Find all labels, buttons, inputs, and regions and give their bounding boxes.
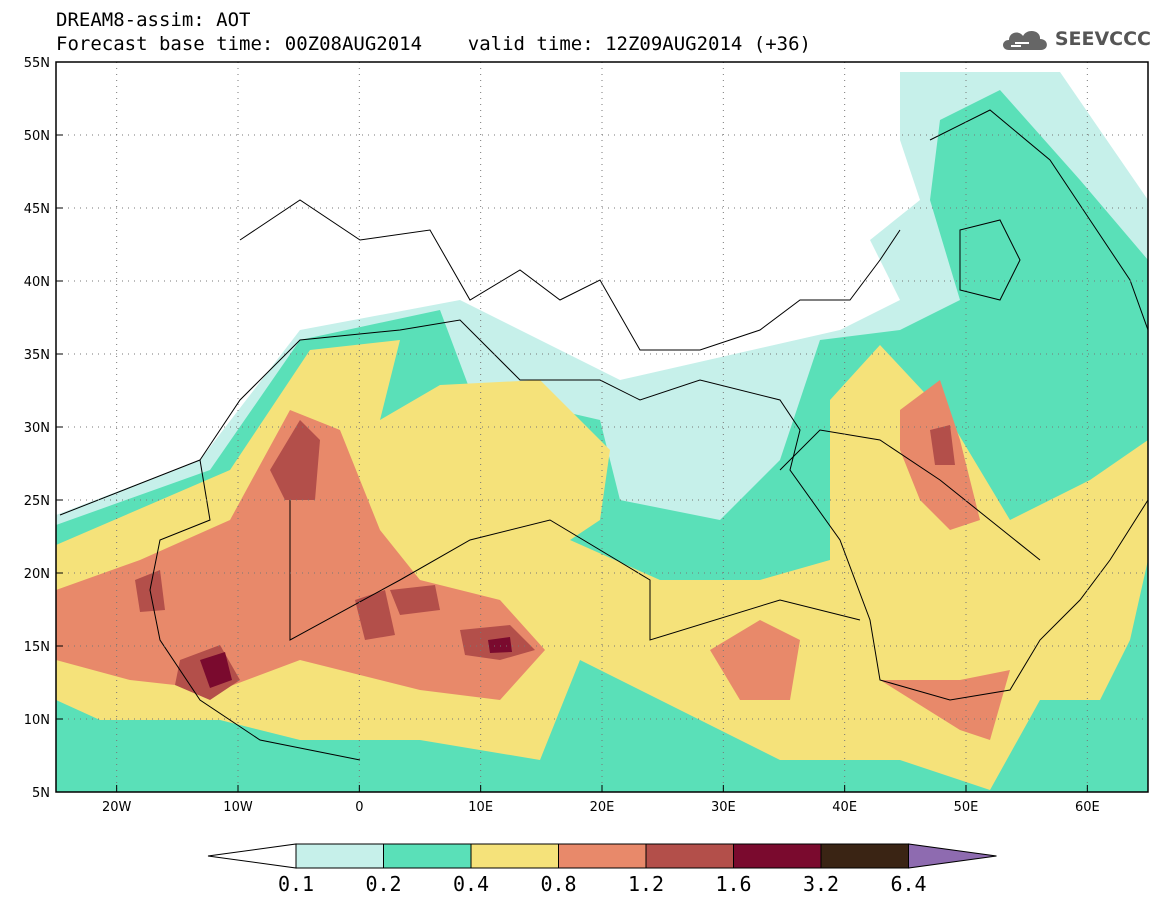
seevccc-logo: SEEVCCC bbox=[999, 24, 1151, 54]
lon-tick-label: 30E bbox=[711, 800, 736, 815]
colorbar bbox=[207, 843, 997, 869]
lat-tick-label: 5N bbox=[32, 786, 50, 801]
lat-tick-label: 20N bbox=[24, 567, 50, 582]
lat-tick-label: 25N bbox=[24, 494, 50, 509]
lat-tick-label: 15N bbox=[24, 640, 50, 655]
colorbar-high-arrow bbox=[908, 843, 997, 869]
lat-tick-label: 50N bbox=[24, 129, 50, 144]
lon-tick-label: 50E bbox=[954, 800, 979, 815]
axis-ticks: 55N 50N 45N 40N 35N 30N 25N 20N 15N 10N 5N 20W 10W 0 1… bbox=[24, 56, 1100, 815]
lat-tick-label: 55N bbox=[24, 56, 50, 71]
lon-tick-label: 10E bbox=[468, 800, 493, 815]
colorbar-label: 0.4 bbox=[452, 872, 490, 896]
lon-tick-label: 20W bbox=[102, 800, 132, 815]
colorbar-label: 0.2 bbox=[365, 872, 402, 896]
colorbar-label: 6.4 bbox=[890, 872, 927, 896]
logo-text: SEEVCCC bbox=[1054, 28, 1151, 50]
colorbar-label: 1.2 bbox=[627, 872, 665, 896]
cloud-icon bbox=[1002, 30, 1047, 50]
lon-tick-label: 40E bbox=[832, 800, 857, 815]
colorbar-segment bbox=[295, 843, 384, 869]
lat-tick-label: 35N bbox=[24, 348, 50, 363]
colorbar-label: 3.2 bbox=[802, 872, 840, 896]
colorbar-label: 0.1 bbox=[277, 872, 315, 896]
lat-tick-label: 10N bbox=[24, 713, 50, 728]
coastlines bbox=[59, 109, 1148, 761]
lat-tick-label: 30N bbox=[24, 421, 50, 436]
lat-tick-label: 45N bbox=[24, 202, 50, 217]
lon-tick-label: 20E bbox=[590, 800, 615, 815]
colorbar-segment bbox=[645, 843, 734, 869]
colorbar-segment bbox=[470, 843, 559, 869]
lat-tick-label: 40N bbox=[24, 275, 50, 290]
colorbar-segment bbox=[383, 843, 472, 869]
lon-tick-label: 0 bbox=[355, 800, 363, 815]
map-subtitle: Forecast base time: 00Z08AUG2014 valid t… bbox=[56, 33, 811, 55]
colorbar-low-arrow bbox=[207, 843, 297, 869]
map-title: DREAM8-assim: AOT bbox=[56, 9, 251, 31]
colorbar-segment bbox=[820, 843, 909, 869]
colorbar-segment bbox=[733, 843, 822, 869]
colorbar-label: 0.8 bbox=[540, 872, 577, 896]
colorbar-segment bbox=[558, 843, 647, 869]
map-gridlines bbox=[56, 62, 1148, 792]
colorbar-label: 1.6 bbox=[715, 872, 752, 896]
lon-tick-label: 60E bbox=[1075, 800, 1100, 815]
lon-tick-label: 10W bbox=[223, 800, 253, 815]
